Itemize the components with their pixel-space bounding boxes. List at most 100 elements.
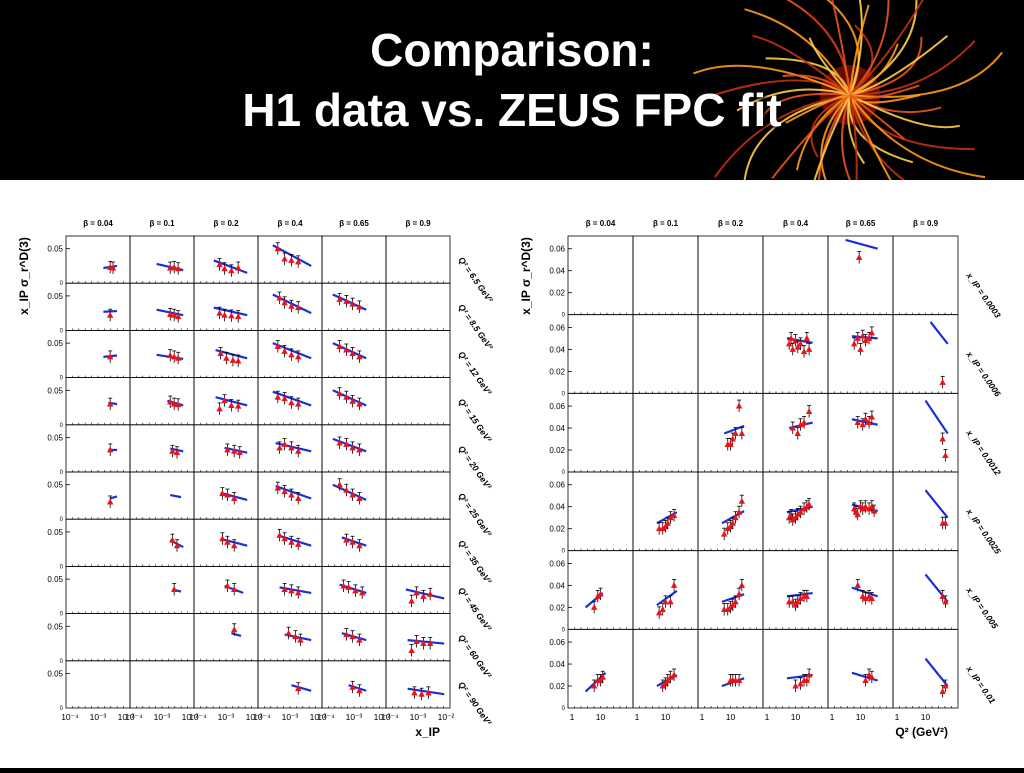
firework-ray bbox=[849, 0, 924, 96]
panel-cell bbox=[697, 471, 764, 552]
y-tick-label: 0.04 bbox=[549, 581, 565, 590]
data-point bbox=[803, 592, 811, 599]
data-point bbox=[281, 585, 288, 592]
data-point bbox=[288, 256, 295, 263]
panel-cell bbox=[65, 613, 131, 662]
cell-series bbox=[584, 670, 607, 693]
row-label: Q² = 45 GeV² bbox=[456, 585, 494, 633]
data-point bbox=[106, 498, 114, 505]
panel-cell bbox=[129, 329, 195, 378]
row-label: x_IP = 0.005 bbox=[964, 585, 1001, 631]
panel-cell bbox=[321, 660, 387, 709]
data-point bbox=[216, 405, 223, 412]
cell-series bbox=[213, 306, 248, 323]
panel-cell bbox=[632, 314, 699, 394]
data-point bbox=[670, 671, 678, 678]
firework-ray bbox=[813, 94, 851, 180]
cell-series bbox=[167, 395, 184, 411]
cell-series bbox=[332, 478, 367, 505]
data-point bbox=[170, 585, 178, 592]
x-tick-label: 10 bbox=[726, 712, 736, 722]
y-zero-label: 0 bbox=[562, 706, 566, 712]
x-tick-label: 10⁻³ bbox=[346, 712, 363, 722]
data-point bbox=[787, 334, 795, 341]
panel-cell bbox=[65, 471, 131, 520]
data-point bbox=[234, 264, 242, 271]
fit-curve bbox=[924, 489, 949, 519]
y-tick-label: 0.06 bbox=[549, 323, 565, 332]
row-label: Q² = 8.5 GeV² bbox=[456, 302, 495, 352]
panel-cell bbox=[193, 660, 259, 709]
data-point bbox=[229, 356, 237, 363]
data-point bbox=[727, 441, 734, 448]
data-point bbox=[670, 581, 678, 588]
panel-cell bbox=[129, 660, 195, 709]
data-point bbox=[794, 343, 801, 350]
cell-series bbox=[332, 292, 367, 313]
firework-ray bbox=[847, 94, 866, 165]
panel-cell bbox=[321, 235, 387, 284]
data-point bbox=[352, 587, 359, 594]
panel-cell bbox=[892, 314, 959, 394]
data-point bbox=[281, 488, 288, 495]
left-figure: β = 0.04 β = 0.1 β = 0.2 β = 0.4 β = 0.65 β =… bbox=[17, 219, 496, 739]
cell-series bbox=[224, 443, 248, 459]
row-label: Q² = 90 GeV² bbox=[456, 680, 494, 728]
data-point bbox=[231, 495, 238, 502]
y-tick-label: 0.05 bbox=[47, 292, 63, 301]
column-label: β = 0.4 bbox=[277, 219, 303, 228]
data-point bbox=[281, 347, 288, 354]
cell-series bbox=[851, 578, 879, 605]
data-point bbox=[942, 598, 949, 605]
data-point bbox=[413, 589, 420, 596]
x-tick-label: 10 bbox=[596, 712, 606, 722]
data-point bbox=[738, 581, 746, 588]
cell-series bbox=[584, 587, 604, 614]
data-point bbox=[868, 329, 876, 336]
cell-series bbox=[275, 438, 312, 458]
data-point bbox=[336, 390, 343, 397]
cell-series bbox=[156, 308, 184, 323]
cell-series bbox=[274, 481, 312, 505]
panel-cell bbox=[65, 377, 131, 426]
y-zero-label: 0 bbox=[562, 627, 566, 633]
data-point bbox=[862, 677, 869, 684]
x-tick-label: 1 bbox=[830, 712, 835, 722]
cell-series bbox=[156, 260, 184, 275]
data-point bbox=[234, 357, 242, 364]
x-tick-label: 10⁻³ bbox=[282, 712, 299, 722]
data-point bbox=[231, 585, 238, 592]
data-point bbox=[288, 587, 295, 594]
firework-ray bbox=[744, 8, 851, 96]
data-point bbox=[805, 671, 813, 678]
x-tick-label: 10⁻⁴ bbox=[189, 712, 207, 722]
panel-cell bbox=[385, 518, 451, 567]
cell-series bbox=[720, 578, 746, 616]
data-point bbox=[413, 637, 420, 644]
data-point bbox=[336, 481, 343, 488]
cell-series bbox=[272, 291, 312, 315]
panel-cell bbox=[257, 660, 323, 709]
firework-ray bbox=[849, 34, 949, 96]
data-point bbox=[297, 636, 304, 643]
data-point bbox=[174, 354, 182, 361]
firework-ray bbox=[849, 36, 923, 96]
data-point bbox=[655, 609, 663, 616]
fit-curve bbox=[723, 424, 745, 435]
panel-cell bbox=[892, 471, 959, 552]
data-point bbox=[420, 640, 427, 647]
x-axis-title: x_IP bbox=[415, 725, 440, 739]
data-point bbox=[349, 633, 356, 640]
firework-ray bbox=[849, 0, 918, 96]
data-point bbox=[670, 511, 678, 518]
data-point bbox=[862, 415, 869, 422]
column-label: β = 0.1 bbox=[149, 219, 175, 228]
panel-cell bbox=[65, 565, 131, 614]
data-point bbox=[870, 507, 878, 514]
data-point bbox=[169, 447, 176, 454]
fit-curve bbox=[277, 534, 312, 547]
panel-cell bbox=[697, 314, 764, 394]
cell-series bbox=[655, 509, 678, 535]
panel-cell bbox=[193, 613, 259, 662]
panel-cell bbox=[385, 377, 451, 426]
